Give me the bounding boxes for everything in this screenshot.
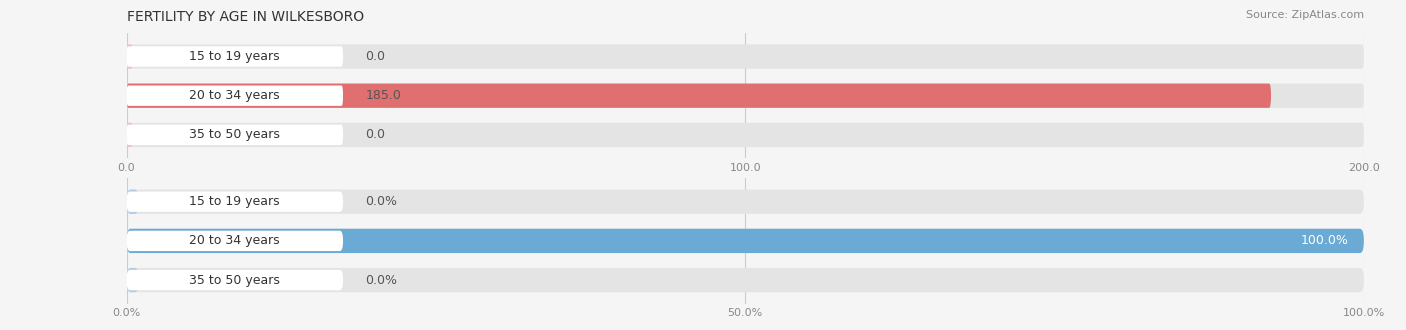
- FancyBboxPatch shape: [127, 44, 132, 69]
- Text: 0.0%: 0.0%: [366, 195, 398, 208]
- FancyBboxPatch shape: [127, 83, 1364, 108]
- Text: 0.0: 0.0: [366, 50, 385, 63]
- Text: 20 to 34 years: 20 to 34 years: [190, 234, 280, 248]
- FancyBboxPatch shape: [127, 191, 343, 212]
- Text: 15 to 19 years: 15 to 19 years: [190, 195, 280, 208]
- FancyBboxPatch shape: [127, 125, 343, 145]
- Text: Source: ZipAtlas.com: Source: ZipAtlas.com: [1246, 10, 1364, 20]
- Text: FERTILITY BY AGE IN WILKESBORO: FERTILITY BY AGE IN WILKESBORO: [127, 10, 364, 24]
- Text: 35 to 50 years: 35 to 50 years: [190, 128, 280, 141]
- FancyBboxPatch shape: [127, 268, 1364, 292]
- FancyBboxPatch shape: [127, 229, 1364, 253]
- FancyBboxPatch shape: [127, 83, 1271, 108]
- FancyBboxPatch shape: [127, 270, 343, 290]
- FancyBboxPatch shape: [127, 123, 1364, 147]
- FancyBboxPatch shape: [127, 268, 139, 292]
- Text: 0.0%: 0.0%: [366, 274, 398, 286]
- Text: 185.0: 185.0: [366, 89, 401, 102]
- FancyBboxPatch shape: [127, 189, 1364, 214]
- FancyBboxPatch shape: [127, 229, 1364, 253]
- Text: 0.0: 0.0: [366, 128, 385, 141]
- FancyBboxPatch shape: [127, 44, 1364, 69]
- FancyBboxPatch shape: [127, 231, 343, 251]
- FancyBboxPatch shape: [127, 46, 343, 67]
- Text: 35 to 50 years: 35 to 50 years: [190, 274, 280, 286]
- Text: 100.0%: 100.0%: [1301, 234, 1348, 248]
- Text: 15 to 19 years: 15 to 19 years: [190, 50, 280, 63]
- FancyBboxPatch shape: [127, 85, 343, 106]
- FancyBboxPatch shape: [127, 123, 132, 147]
- FancyBboxPatch shape: [127, 189, 139, 214]
- Text: 20 to 34 years: 20 to 34 years: [190, 89, 280, 102]
